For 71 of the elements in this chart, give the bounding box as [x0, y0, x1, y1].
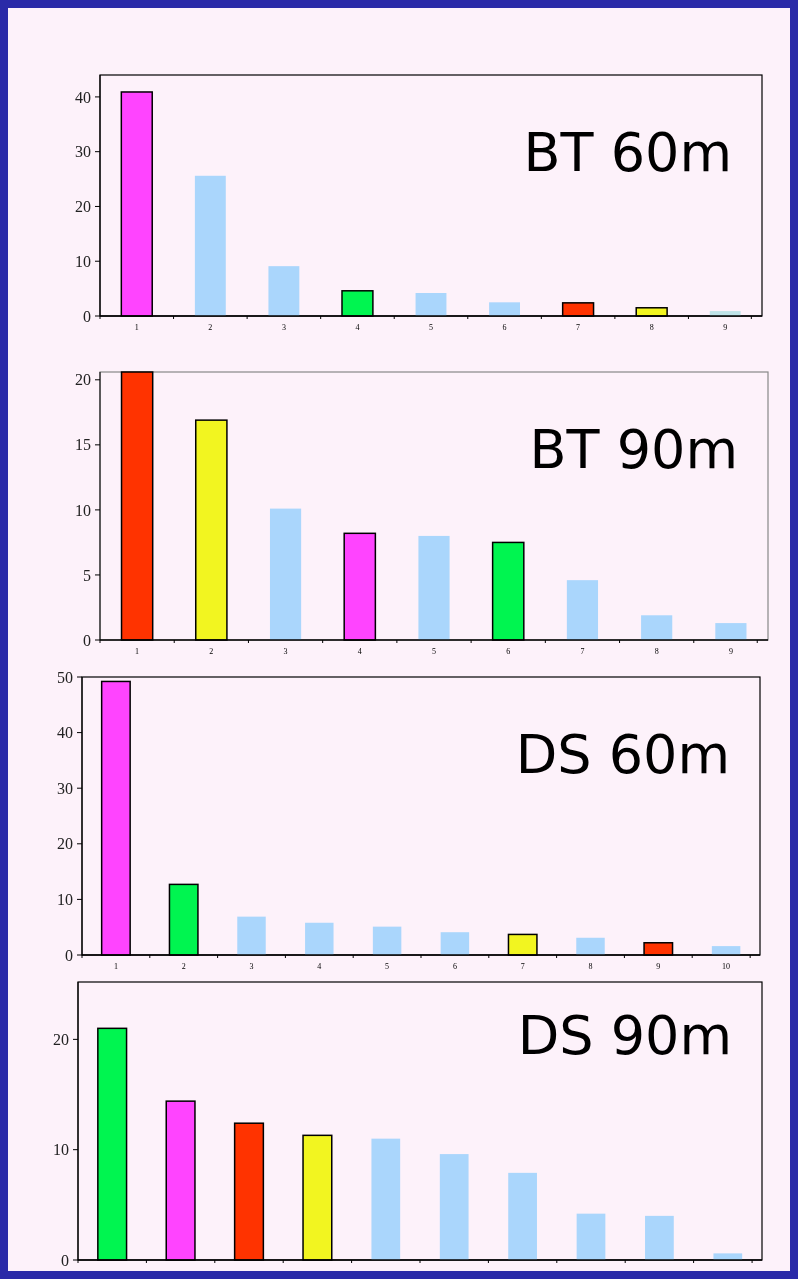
- y-tick-label: 10: [75, 252, 91, 270]
- y-tick-label: 50: [57, 668, 73, 686]
- text: BT 60m: [523, 121, 732, 184]
- text: BT 90m: [529, 418, 738, 481]
- x-tick-label: 2: [181, 962, 186, 971]
- bar: [439, 1154, 469, 1260]
- bar: [418, 535, 450, 640]
- bar: [440, 932, 470, 955]
- x-tick-label: 8: [649, 323, 654, 332]
- y-tick-label: 20: [53, 1030, 69, 1048]
- x-tick-label: 3: [283, 647, 288, 656]
- x-tick-label: 7: [520, 962, 525, 971]
- bar: [715, 623, 747, 640]
- y-tick-label: 0: [83, 631, 91, 649]
- x-tick-label: 10: [722, 962, 731, 971]
- y-tick-label: 10: [53, 1141, 69, 1159]
- y-tick-label: 30: [57, 779, 73, 797]
- x-tick-label: 5: [432, 647, 436, 656]
- y-tick-label: 5: [83, 566, 91, 584]
- y-tick-label: 40: [75, 88, 91, 106]
- y-tick-label: 10: [75, 501, 91, 519]
- x-tick-label: 1: [134, 323, 139, 332]
- x-tick-label: 9: [728, 647, 733, 656]
- x-tick-label: 7: [576, 323, 581, 332]
- x-tick-label: 2: [209, 647, 214, 656]
- y-tick-label: 0: [83, 307, 91, 325]
- x-tick-label: 7: [580, 647, 585, 656]
- bar: [645, 1215, 674, 1260]
- x-tick-label: 6: [502, 323, 507, 332]
- bar: [237, 916, 266, 955]
- x-tick-label: 4: [355, 323, 360, 332]
- x-tick-label: 3: [249, 962, 254, 971]
- bar: [371, 1138, 401, 1260]
- x-tick-label: 4: [357, 647, 362, 656]
- bar: [305, 922, 334, 955]
- x-tick-label: 9: [723, 323, 728, 332]
- bar: [268, 266, 300, 316]
- y-tick-label: 30: [75, 143, 91, 161]
- bar: [576, 937, 605, 955]
- y-tick-label: 20: [57, 835, 73, 853]
- bar: [489, 302, 520, 316]
- x-tick-label: 6: [506, 647, 511, 656]
- x-tick-label: 8: [654, 647, 659, 656]
- bar: [713, 1253, 743, 1260]
- bar: [641, 615, 673, 640]
- bar: [372, 926, 402, 955]
- bar: [576, 1213, 606, 1260]
- x-tick-label: 4: [317, 962, 322, 971]
- x-tick-label: 3: [281, 323, 286, 332]
- y-tick-label: 20: [75, 198, 91, 216]
- x-tick-label: 5: [429, 323, 433, 332]
- y-tick-label: 20: [75, 371, 91, 389]
- x-tick-label: 6: [452, 962, 457, 971]
- y-tick-label: 40: [57, 724, 73, 742]
- bar: [415, 293, 447, 316]
- bar: [269, 508, 302, 640]
- x-tick-label: 1: [113, 962, 118, 971]
- chart-title: DS 90m: [517, 1004, 732, 1067]
- bar: [508, 1172, 537, 1260]
- x-tick-label: 9: [656, 962, 661, 971]
- x-tick-label: 5: [385, 962, 390, 971]
- y-tick-label: 0: [61, 1251, 69, 1269]
- bar: [566, 580, 599, 640]
- y-tick-label: 15: [75, 436, 91, 454]
- x-tick-label: 2: [208, 323, 213, 332]
- bar: [194, 175, 226, 316]
- x-tick-label: 1: [135, 647, 140, 656]
- y-tick-label: 10: [57, 891, 73, 908]
- x-tick-label: 8: [588, 962, 593, 971]
- text: DS 60m: [515, 723, 730, 786]
- y-tick-label: 0: [65, 946, 73, 964]
